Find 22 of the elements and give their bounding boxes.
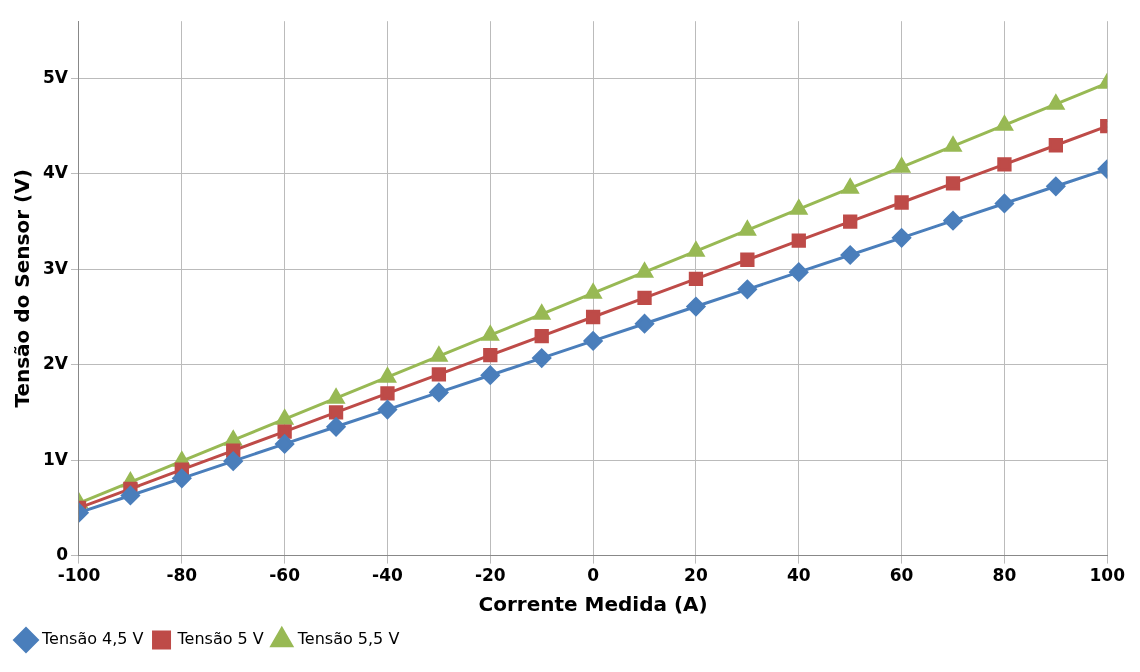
x-tick-label: 20 — [684, 565, 708, 586]
legend-label: Tensão 4,5 V — [41, 629, 144, 649]
x-tick-label: -60 — [269, 565, 301, 586]
x-tick-label: 100 — [1089, 565, 1126, 586]
x-tick-label: 40 — [786, 565, 811, 586]
y-tick-label: 2V — [42, 353, 69, 374]
x-tick-label: -40 — [372, 565, 403, 586]
legend-label: Tensão 5 V — [176, 629, 264, 649]
y-tick-label: 5V — [42, 66, 69, 87]
x-tick-label: -20 — [474, 565, 506, 586]
x-tick-label: 60 — [889, 565, 914, 586]
x-tick-label: 80 — [992, 565, 1017, 586]
y-tick-label: 0 — [56, 544, 69, 565]
y-axis-title: Tensão do Sensor (V) — [10, 169, 35, 408]
x-axis-title: Corrente Medida (A) — [478, 592, 708, 617]
y-tick-label: 1V — [42, 448, 69, 469]
y-tick-label: 4V — [42, 162, 69, 183]
y-tick-label: 3V — [42, 257, 69, 278]
legend-label: Tensão 5,5 V — [296, 629, 400, 649]
x-tick-label: 0 — [587, 565, 600, 586]
x-tick-label: -80 — [166, 565, 198, 586]
x-tick-label: -100 — [57, 565, 101, 586]
